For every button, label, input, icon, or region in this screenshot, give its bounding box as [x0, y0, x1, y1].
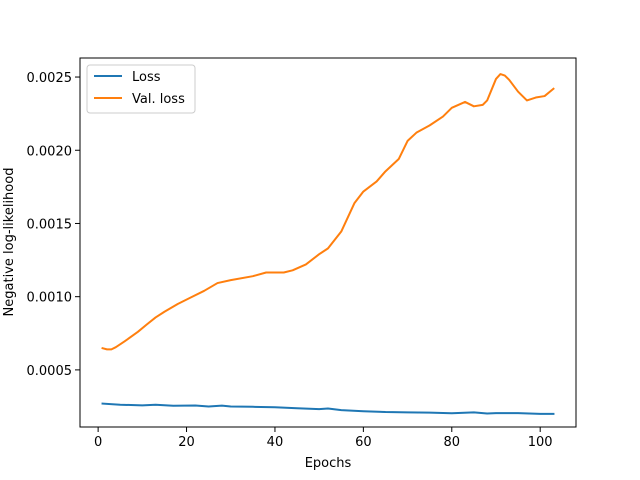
y-axis-ticks: 0.0005 0.0010 0.0015 0.0020 0.0025 — [27, 71, 80, 379]
y-tick-label: 0.0010 — [27, 291, 73, 306]
x-tick-label: 0 — [94, 435, 102, 450]
series-line-val-loss — [101, 73, 555, 351]
y-axis-label: Negative log-likelihood — [2, 168, 17, 317]
series-layer — [101, 73, 555, 415]
x-tick-label: 20 — [178, 435, 195, 450]
y-tick-label: 0.0020 — [27, 144, 73, 159]
x-axis-ticks: 0 20 40 60 80 100 — [94, 427, 553, 450]
y-tick-label: 0.0025 — [27, 71, 73, 86]
x-tick-label: 60 — [355, 435, 372, 450]
x-tick-label: 80 — [444, 435, 461, 450]
y-tick-label: 0.0005 — [27, 364, 73, 379]
x-tick-label: 100 — [528, 435, 553, 450]
legend-label-val-loss: Val. loss — [132, 92, 185, 107]
x-axis-label: Epochs — [305, 456, 352, 471]
y-tick-label: 0.0015 — [27, 217, 73, 232]
x-tick-label: 40 — [267, 435, 284, 450]
series-line-loss — [101, 402, 555, 415]
plot-area — [80, 58, 576, 427]
legend-label-loss: Loss — [132, 70, 161, 85]
plot-frame — [79, 57, 577, 428]
legend: Loss Val. loss — [86, 64, 196, 114]
